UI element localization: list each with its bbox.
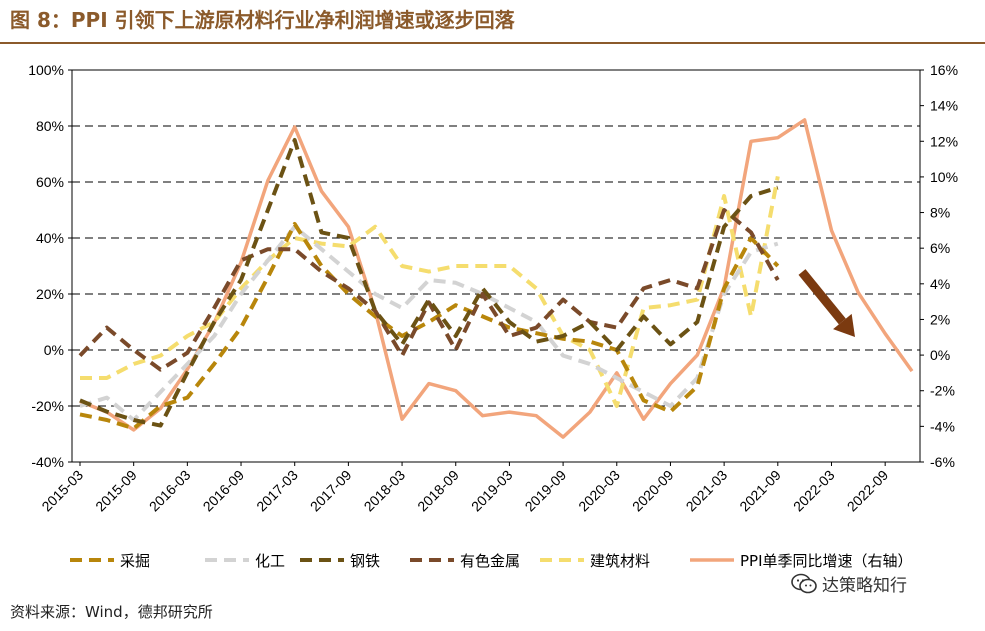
watermark: 达策略知行 bbox=[790, 571, 907, 596]
x-tick-label: 2018-03 bbox=[361, 467, 409, 515]
y-left-tick-label: 60% bbox=[36, 174, 64, 190]
y-right-tick-label: 2% bbox=[930, 311, 950, 327]
legend-label-1: 化工 bbox=[255, 552, 285, 570]
legend-label-5: PPI单季同比增速（右轴） bbox=[740, 552, 913, 570]
x-tick-label: 2019-09 bbox=[522, 467, 570, 515]
y-right-tick-label: 0% bbox=[930, 347, 950, 363]
x-tick-label: 2022-03 bbox=[790, 467, 838, 515]
series-line-0 bbox=[79, 222, 780, 431]
x-tick-label: 2015-09 bbox=[92, 467, 140, 515]
series-line-4 bbox=[80, 176, 780, 408]
x-tick-label: 2021-09 bbox=[736, 467, 784, 515]
y-axis-right: -6% -4% -2% 0% 2% 4% 6% 8% 10% 12% 14% 16% bbox=[920, 62, 958, 470]
x-tick-label: 2019-03 bbox=[468, 467, 516, 515]
y-right-tick-label: 14% bbox=[930, 98, 958, 114]
y-left-tick-label: 80% bbox=[36, 118, 64, 134]
watermark-text: 达策略知行 bbox=[822, 576, 907, 596]
wechat-icon bbox=[791, 573, 817, 593]
chart: -40% -20% 0% 20% 40% 60% 80% 100% -6% -4% -2% 0% 2%… bbox=[28, 62, 958, 570]
y-axis-left: -40% -20% 0% 20% 40% 60% 80% 100% bbox=[28, 62, 72, 470]
legend-label-4: 建筑材料 bbox=[590, 552, 650, 570]
x-tick-label: 2018-09 bbox=[414, 467, 462, 515]
series-line-3 bbox=[78, 208, 780, 372]
x-tick-label: 2022-09 bbox=[844, 467, 892, 515]
y-right-tick-label: 4% bbox=[930, 276, 950, 292]
chart-grid bbox=[71, 69, 921, 463]
series-line-1 bbox=[79, 224, 779, 422]
y-right-tick-label: 8% bbox=[930, 205, 950, 221]
y-right-tick-label: -4% bbox=[930, 418, 955, 434]
y-right-tick-label: 6% bbox=[930, 240, 950, 256]
x-tick-label: 2020-09 bbox=[629, 467, 677, 515]
trend-arrow-head bbox=[833, 313, 855, 337]
x-tick-label: 2015-03 bbox=[38, 467, 86, 515]
y-left-tick-label: -40% bbox=[31, 454, 64, 470]
series-line-2 bbox=[79, 138, 779, 428]
y-right-tick-label: 10% bbox=[930, 169, 958, 185]
y-left-tick-label: 0% bbox=[44, 342, 64, 358]
y-right-tick-label: 12% bbox=[930, 133, 958, 149]
y-left-tick-label: -20% bbox=[31, 398, 64, 414]
trend-arrow-shaft bbox=[798, 269, 846, 325]
x-tick-label: 2016-03 bbox=[146, 467, 194, 515]
legend-label-3: 有色金属 bbox=[460, 552, 520, 570]
legend-label-2: 钢铁 bbox=[350, 552, 380, 570]
x-tick-label: 2020-03 bbox=[575, 467, 623, 515]
title-divider bbox=[0, 42, 985, 44]
chart-legend: 采掘 化工 钢铁 有色金属 建筑材料 PPI单季同比增速（右轴） bbox=[70, 552, 913, 570]
y-right-tick-label: 16% bbox=[930, 62, 958, 78]
y-right-tick-label: -2% bbox=[930, 383, 955, 399]
legend-label-0: 采掘 bbox=[120, 552, 150, 570]
y-left-tick-label: 100% bbox=[28, 62, 64, 78]
x-tick-label: 2017-03 bbox=[253, 467, 301, 515]
source-note: 资料来源：Wind，德邦研究所 bbox=[10, 603, 213, 621]
x-tick-label: 2016-09 bbox=[200, 467, 248, 515]
x-tick-label: 2021-03 bbox=[683, 467, 731, 515]
chart-series bbox=[78, 118, 914, 439]
x-axis: 2015-03 2015-09 2016-03 2016-09 2017-03 2017-… bbox=[38, 462, 891, 514]
y-left-tick-label: 40% bbox=[36, 230, 64, 246]
trend-arrow bbox=[798, 269, 855, 337]
series-line-5 bbox=[79, 118, 914, 439]
page-title: 图 8：PPI 引领下上游原材料行业净利润增速或逐步回落 bbox=[10, 8, 515, 32]
y-left-tick-label: 20% bbox=[36, 286, 64, 302]
plot-frame bbox=[71, 69, 921, 463]
y-right-tick-label: -6% bbox=[930, 454, 955, 470]
x-tick-label: 2017-09 bbox=[307, 467, 355, 515]
